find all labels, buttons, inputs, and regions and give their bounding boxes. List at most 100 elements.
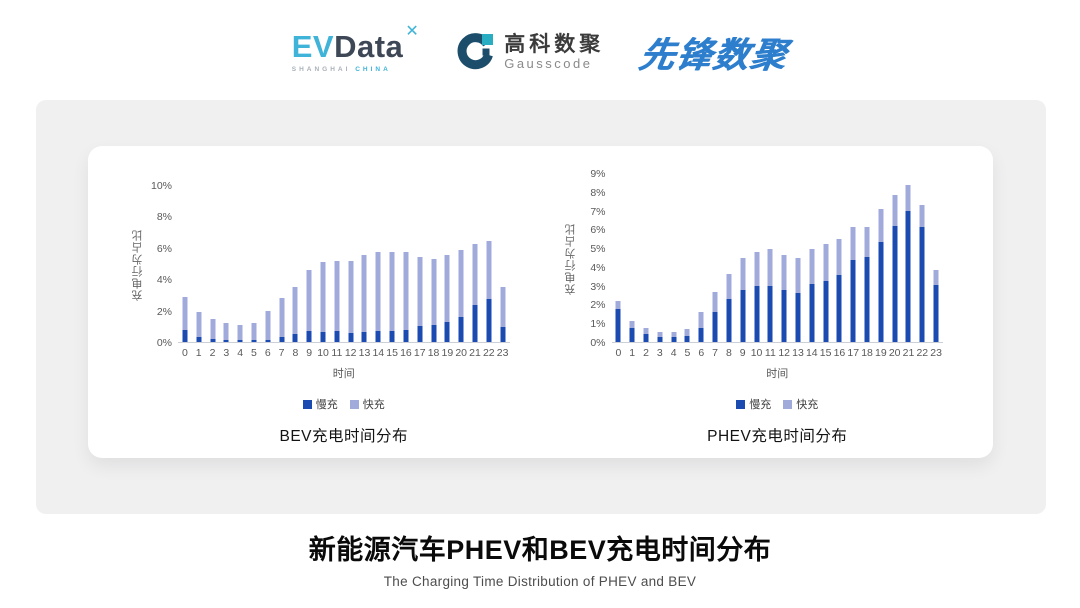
- bar-slow-segment: [933, 285, 939, 342]
- bar-slow-segment: [389, 331, 395, 342]
- bev-chart-body: 充电行为占比 10% 8% 6% 4% 2% 0%: [130, 180, 510, 349]
- x-tick-label: 10: [750, 347, 763, 359]
- legend-swatch: [349, 399, 359, 409]
- stacked-bar-hour-19: [444, 255, 450, 342]
- bar-slow-segment: [334, 331, 340, 342]
- x-axis-title: 时间: [766, 368, 789, 380]
- bar-slow-segment: [643, 333, 649, 342]
- x-tick-label: 16: [400, 347, 412, 359]
- y-tick-label: 0%: [590, 337, 606, 349]
- stacked-bar-hour-23: [500, 286, 506, 342]
- x-tick-label: 19: [441, 347, 454, 359]
- stacked-bar-hour-22: [486, 240, 492, 342]
- bar-slow-segment: [836, 274, 842, 342]
- x-tick-label: 5: [251, 347, 257, 359]
- bar-slow-segment: [878, 242, 884, 342]
- bar-slow-segment: [417, 326, 423, 342]
- stacked-bar-hour-21: [905, 185, 911, 342]
- evdata-china-text: CHINA: [355, 66, 391, 73]
- legend-swatch: [736, 399, 746, 409]
- bar-slow-segment: [348, 332, 354, 342]
- stacked-bar-hour-16: [836, 239, 842, 342]
- bar-slow-segment: [182, 330, 188, 342]
- evdata-ev-text: EV: [291, 29, 335, 64]
- stacked-bar-hour-1: [629, 320, 635, 342]
- bar-slow-segment: [892, 226, 898, 342]
- stacked-bar-hour-8: [292, 286, 298, 342]
- bar-slow-segment: [850, 259, 856, 342]
- bar-slow-segment: [210, 338, 216, 342]
- y-axis-title: 充电行为占比: [565, 222, 577, 295]
- evdata-logo: EV Data ✕ SHANGHAI CHINA: [291, 24, 419, 74]
- bar-slow-segment: [726, 299, 732, 342]
- y-axis-ticks: 9% 8% 7% 6% 5% 4% 3% 2% 1% 0%: [579, 168, 612, 349]
- plot-area: [178, 186, 510, 343]
- legend-item: 快充: [783, 396, 818, 412]
- stacked-bar-hour-12: [781, 255, 787, 342]
- x-tick-label: 1: [195, 347, 202, 359]
- bar-slow-segment: [458, 317, 464, 342]
- x-tick-label: 0: [615, 347, 622, 359]
- x-tick-label: 2: [643, 347, 649, 359]
- legend-item: 慢充: [302, 396, 338, 412]
- x-tick-label: 14: [372, 347, 385, 359]
- x-tick-label: 23: [496, 347, 509, 359]
- stacked-bar-hour-6: [698, 312, 704, 342]
- page-title: 新能源汽车PHEV和BEV充电时间分布: [308, 535, 772, 565]
- stacked-bar-hour-17: [417, 256, 423, 342]
- stacked-bar-hour-7: [279, 298, 285, 342]
- bar-slow-segment: [251, 340, 257, 342]
- stacked-bar-hour-1: [196, 312, 202, 342]
- chart-card: 充电行为占比 10% 8% 6% 4% 2% 0% 0 1 2 3 4 5 6 7 8 9 10 11 12 13 1…: [88, 146, 993, 458]
- bar-slow-segment: [223, 340, 229, 342]
- stacked-bar-hour-7: [712, 291, 718, 342]
- bar-slow-segment: [306, 331, 312, 342]
- x-tick-label: 11: [331, 347, 343, 359]
- legend-label: 慢充: [749, 399, 772, 411]
- bar-slow-segment: [196, 336, 202, 342]
- x-tick-label: 20: [888, 347, 901, 359]
- x-axis-ticks: 0 1 2 3 4 5 6 7 8 9 10 11 12 13 14 15 16 17 18 19 20 21 22 23: [178, 347, 510, 361]
- bar-slow-segment: [657, 337, 663, 342]
- stacked-bar-hour-15: [823, 244, 829, 342]
- stacked-bar-hour-14: [375, 251, 381, 342]
- bar-slow-segment: [403, 329, 409, 342]
- stacked-bar-hour-2: [643, 328, 649, 342]
- x-tick-label: 8: [292, 347, 299, 359]
- stacked-bar-hour-13: [795, 258, 801, 342]
- footer: 新能源汽车PHEV和BEV充电时间分布 The Charging Time Di…: [0, 528, 1080, 589]
- stacked-bar-hour-0: [615, 300, 621, 342]
- x-tick-label: 8: [725, 347, 732, 359]
- pioneer-logo: 先锋数聚: [636, 27, 793, 78]
- x-tick-label: 20: [455, 347, 467, 359]
- bar-slow-segment: [431, 324, 437, 342]
- gausscode-logo: 高科数聚 Gausscode: [455, 32, 604, 72]
- chart-legend: 慢充 快充: [178, 397, 510, 411]
- stacked-bar-hour-20: [458, 249, 464, 342]
- bar-slow-segment: [864, 257, 870, 342]
- stacked-bar-hour-10: [320, 261, 326, 342]
- bar-slow-segment: [629, 328, 635, 342]
- x-tick-label: 11: [764, 347, 776, 359]
- gausscode-wordmark: 高科数聚 Gausscode: [504, 32, 605, 71]
- bar-slow-segment: [237, 340, 243, 342]
- chart-title: PHEV充电时间分布: [707, 428, 848, 445]
- gausscode-en-text: Gausscode: [504, 55, 593, 71]
- x-tick-label: 15: [819, 347, 832, 359]
- legend-swatch: [783, 399, 793, 409]
- x-tick-label: 5: [684, 347, 691, 359]
- bar-slow-segment: [809, 284, 815, 342]
- bar-slow-segment: [712, 312, 718, 342]
- stacked-bar-hour-16: [403, 251, 409, 342]
- gausscode-cn-text: 高科数聚: [504, 32, 605, 56]
- bar-slow-segment: [292, 334, 298, 342]
- bar-slow-segment: [767, 286, 773, 342]
- stacked-bar-hour-0: [182, 296, 188, 342]
- x-tick-label: 12: [778, 347, 790, 359]
- stacked-bar-hour-11: [334, 260, 340, 342]
- bar-slow-segment: [754, 286, 760, 342]
- x-tick-label: 23: [930, 347, 942, 359]
- y-tick-label: 5%: [590, 243, 606, 256]
- stacked-bar-hour-15: [389, 251, 395, 342]
